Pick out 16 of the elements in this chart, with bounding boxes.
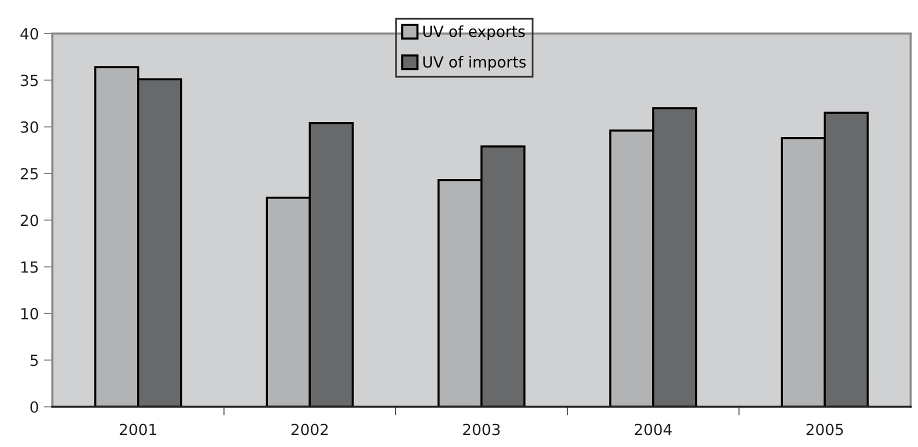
y-tick-label: 0 — [30, 401, 38, 413]
y-tick-label: 5 — [30, 354, 38, 366]
y-tick-label: 35 — [20, 74, 38, 86]
y-tick-label: 20 — [20, 214, 38, 226]
x-tick-label: 2002 — [292, 424, 328, 436]
x-tick-label: 2004 — [634, 424, 672, 436]
legend-label: UV of exports — [423, 25, 525, 40]
legend-label: UV of imports — [423, 56, 526, 71]
y-tick-label: 25 — [20, 168, 38, 180]
y-tick-label: 15 — [21, 261, 38, 273]
x-tick-label: 2003 — [463, 424, 500, 436]
x-tick-label: 2001 — [120, 424, 156, 436]
y-tick-label: 10 — [21, 308, 38, 320]
x-tick-label: 2005 — [806, 424, 843, 436]
y-tick-label: 40 — [20, 28, 38, 40]
y-tick-label: 30 — [20, 121, 38, 133]
